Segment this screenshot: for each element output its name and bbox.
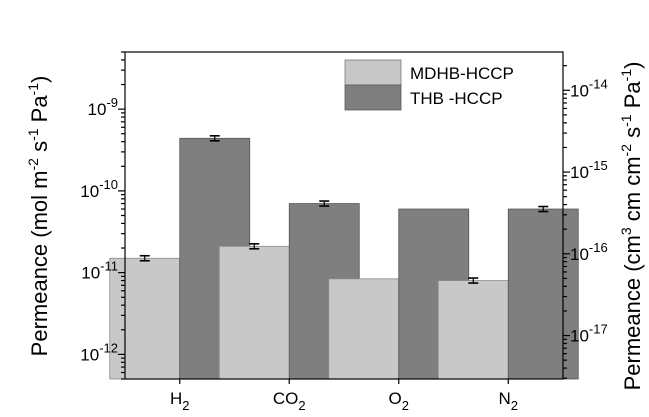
left-tick-label: 10-9 [88,95,118,119]
category-labels: H2 CO2 O2 N2 [170,379,518,413]
left-tick-label: 10-10 [80,177,118,201]
left-axis-ticks: 10-12 10-11 10-10 10-9 [80,51,125,380]
error-bars-group [139,134,549,284]
bar-mdhb-hccp-o [328,278,400,380]
bar-mdhb-hccp-n [437,280,509,380]
legend-swatch-mdhb [344,59,402,86]
right-axis-title: Permeance (cm3 cm cm-2 s-1 Pa-1) [618,62,645,391]
right-tick-label: 10-15 [570,158,608,182]
right-tick-label: 10-14 [570,76,608,100]
right-tick-label: 10-17 [570,322,608,346]
category-label-co: CO2 [273,389,306,413]
bar-thb-hccp-n [507,208,579,380]
bar-mdhb-hccp-co [218,245,290,380]
right-axis-ticks: 10-17 10-16 10-15 10-14 [563,65,608,379]
category-label-h: H2 [170,389,190,413]
left-axis-title: Permeance (mol m-2 s-1 Pa-1) [25,76,52,357]
legend: MDHB-HCCP THB -HCCP [344,59,514,111]
right-tick-label: 10-16 [570,240,608,264]
bar-mdhb-hccp-h [109,257,181,380]
legend-label-mdhb: MDHB-HCCP [410,64,514,83]
left-tick-label: 10-12 [80,340,118,364]
category-label-o: O2 [389,389,409,413]
bars-group [109,137,579,380]
legend-label-thb: THB -HCCP [410,89,503,108]
category-label-n: N2 [498,389,518,413]
left-tick-label: 10-11 [81,259,118,283]
legend-swatch-thb [344,84,402,111]
